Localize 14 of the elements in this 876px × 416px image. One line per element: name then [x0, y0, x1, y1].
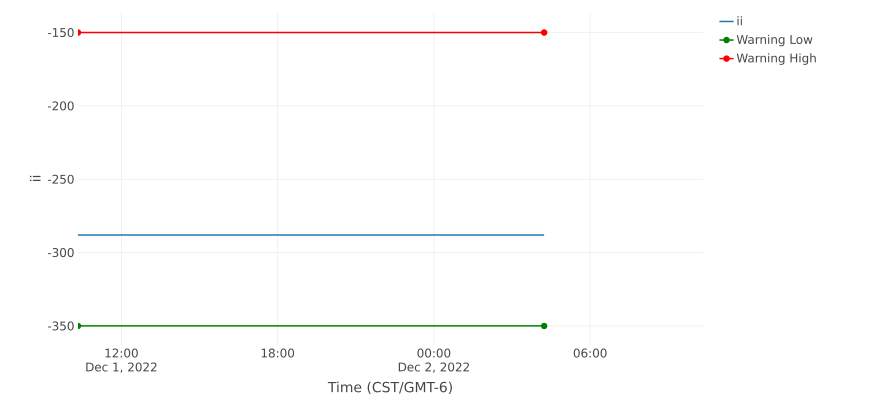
- x-tick-label: 06:00: [574, 348, 607, 358]
- x-tick-label: 00:00 Dec 2, 2022: [398, 348, 469, 373]
- y-axis-title: ii: [30, 176, 41, 182]
- y-tick-label: -350: [48, 321, 74, 330]
- y-tick-label: -150: [48, 28, 74, 38]
- y-tick-label: -250: [48, 174, 74, 184]
- legend-label: Warning High: [736, 53, 816, 65]
- x-tick-label: 12:00 Dec 1, 2022: [86, 348, 156, 373]
- x-tick-label: 18:00: [262, 348, 294, 358]
- x-axis-title: Time (CST/GMT-6): [328, 382, 452, 394]
- legend-label: Warning Low: [736, 34, 812, 46]
- y-tick-label: -200: [48, 101, 74, 110]
- legend-label: ii: [737, 16, 742, 26]
- y-tick-label: -300: [48, 248, 74, 258]
